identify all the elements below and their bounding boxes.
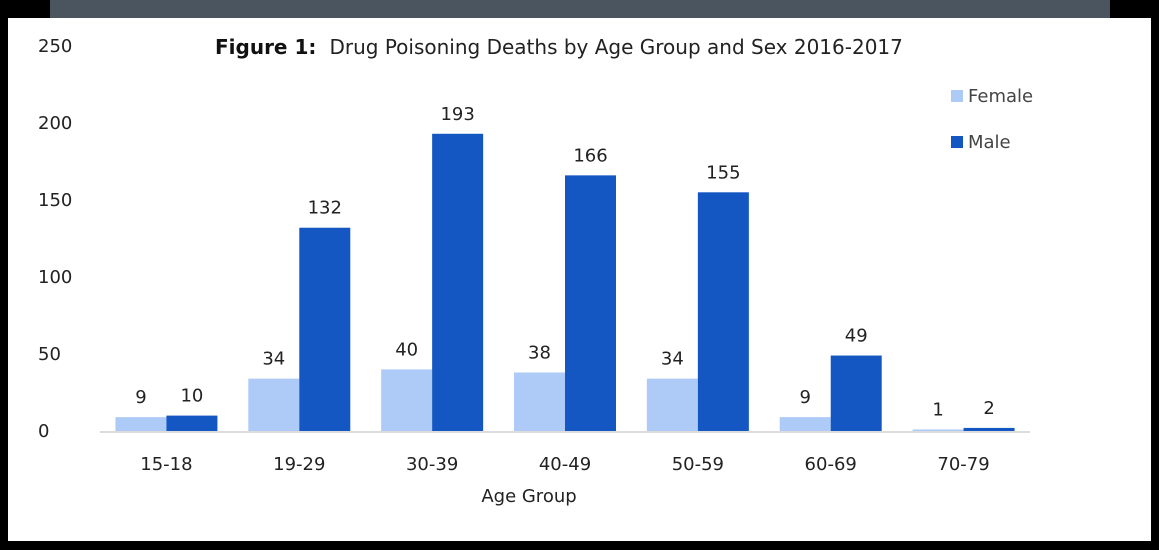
legend-swatch-male — [951, 136, 963, 148]
data-label-female-30-39: 40 — [395, 339, 418, 360]
data-label-male-30-39: 193 — [440, 104, 474, 125]
bar-female-60-69 — [780, 417, 831, 431]
y-tick-label-5: 250 — [38, 36, 72, 57]
y-tick-label-2: 100 — [38, 267, 72, 288]
bar-female-70-79 — [913, 429, 964, 431]
x-tick-label-30-39: 30-39 — [406, 454, 458, 475]
bar-male-70-79 — [964, 428, 1015, 431]
data-label-female-60-69: 9 — [799, 387, 810, 408]
bar-male-40-49 — [565, 175, 616, 431]
data-label-male-50-59: 155 — [706, 162, 740, 183]
bar-female-15-18 — [115, 417, 166, 431]
data-label-female-15-18: 9 — [135, 387, 146, 408]
y-tick-label-4: 200 — [38, 113, 72, 134]
data-label-male-60-69: 49 — [845, 326, 868, 347]
bar-male-60-69 — [831, 356, 882, 431]
x-axis-ticks: 15-18 19-29 30-39 40-49 50-59 60-69 70-79 — [140, 454, 989, 475]
legend-swatch-female — [951, 90, 963, 102]
data-label-male-70-79: 2 — [983, 398, 994, 419]
bar-chart: 0 50 100 150 200 250 9 10 34 132 40 193 38 166 34 155 9… — [8, 18, 1151, 541]
x-tick-label-70-79: 70-79 — [937, 454, 989, 475]
bar-male-50-59 — [698, 192, 749, 431]
x-tick-label-50-59: 50-59 — [672, 454, 724, 475]
data-label-male-19-29: 132 — [308, 198, 342, 219]
x-tick-label-15-18: 15-18 — [140, 454, 192, 475]
bar-male-19-29 — [299, 228, 350, 431]
bars — [115, 134, 1014, 431]
data-label-female-70-79: 1 — [932, 399, 943, 420]
data-label-female-50-59: 34 — [661, 349, 684, 370]
chart-frame: 0 50 100 150 200 250 9 10 34 132 40 193 38 166 34 155 9… — [8, 18, 1151, 541]
x-axis-title: Age Group — [481, 486, 576, 507]
bar-female-30-39 — [381, 369, 432, 431]
legend: Female Male — [951, 86, 1033, 153]
legend-label-female: Female — [968, 86, 1033, 107]
y-tick-label-0: 0 — [38, 421, 49, 442]
legend-label-male: Male — [968, 132, 1011, 153]
y-axis-ticks: 0 50 100 150 200 250 — [38, 36, 72, 442]
bar-female-50-59 — [647, 379, 698, 431]
x-tick-label-19-29: 19-29 — [273, 454, 325, 475]
bar-male-15-18 — [166, 416, 217, 431]
chart-title-prefix: Figure 1: — [215, 35, 316, 59]
x-tick-label-40-49: 40-49 — [539, 454, 591, 475]
y-tick-label-1: 50 — [38, 344, 61, 365]
data-label-female-19-29: 34 — [262, 349, 285, 370]
chart-title-text: Drug Poisoning Deaths by Age Group and S… — [329, 35, 902, 59]
x-tick-label-60-69: 60-69 — [805, 454, 857, 475]
data-label-female-40-49: 38 — [528, 342, 551, 363]
data-label-male-15-18: 10 — [180, 386, 203, 407]
bar-female-40-49 — [514, 372, 565, 431]
bar-female-19-29 — [248, 379, 299, 431]
y-tick-label-3: 150 — [38, 190, 72, 211]
chart-title: Figure 1: Drug Poisoning Deaths by Age G… — [215, 35, 903, 59]
top-band — [50, 0, 1110, 18]
bar-male-30-39 — [432, 134, 483, 431]
data-label-male-40-49: 166 — [573, 145, 607, 166]
